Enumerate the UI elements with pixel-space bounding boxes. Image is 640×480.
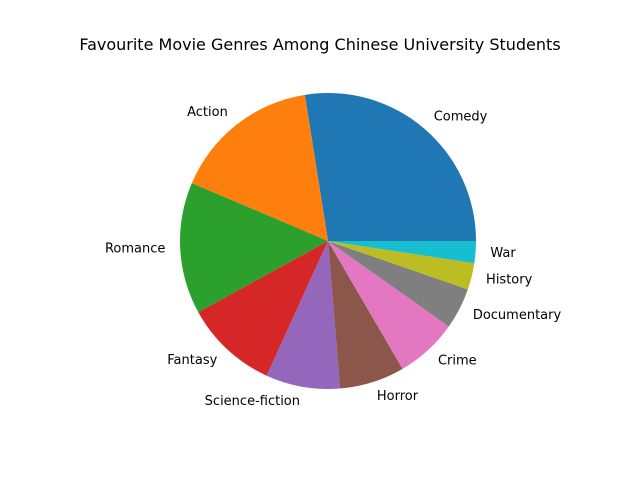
pie-label-romance: Romance bbox=[105, 242, 165, 257]
pie-labels: Comedy Action Romance Fantasy Science-fictio… bbox=[105, 105, 561, 409]
pie-slice-documentary bbox=[328, 241, 468, 327]
pie-label-documentary: Documentary bbox=[473, 308, 562, 323]
pie-slice-romance bbox=[180, 183, 328, 313]
pie-slice-crime bbox=[328, 241, 449, 369]
pie-label-history: History bbox=[486, 273, 533, 288]
pie-slice-war bbox=[328, 241, 476, 264]
pie-label-comedy: Comedy bbox=[434, 110, 488, 125]
pie-slice-fantasy bbox=[198, 241, 328, 376]
pie-slice-science-fiction bbox=[266, 241, 341, 390]
pie-slices bbox=[180, 92, 476, 390]
pie-label-war: War bbox=[490, 246, 516, 261]
pie-slice-horror bbox=[328, 241, 403, 389]
pie-label-action: Action bbox=[187, 105, 228, 120]
pie-label-science-fiction: Science-fiction bbox=[205, 394, 300, 409]
pie-slice-action bbox=[191, 94, 328, 241]
pie-label-fantasy: Fantasy bbox=[167, 353, 217, 368]
pie-label-crime: Crime bbox=[438, 354, 477, 369]
chart-title: Favourite Movie Genres Among Chinese Uni… bbox=[79, 35, 560, 54]
pie-slice-history bbox=[328, 241, 475, 290]
pie-label-horror: Horror bbox=[377, 389, 419, 404]
pie-slice-comedy bbox=[304, 92, 476, 241]
